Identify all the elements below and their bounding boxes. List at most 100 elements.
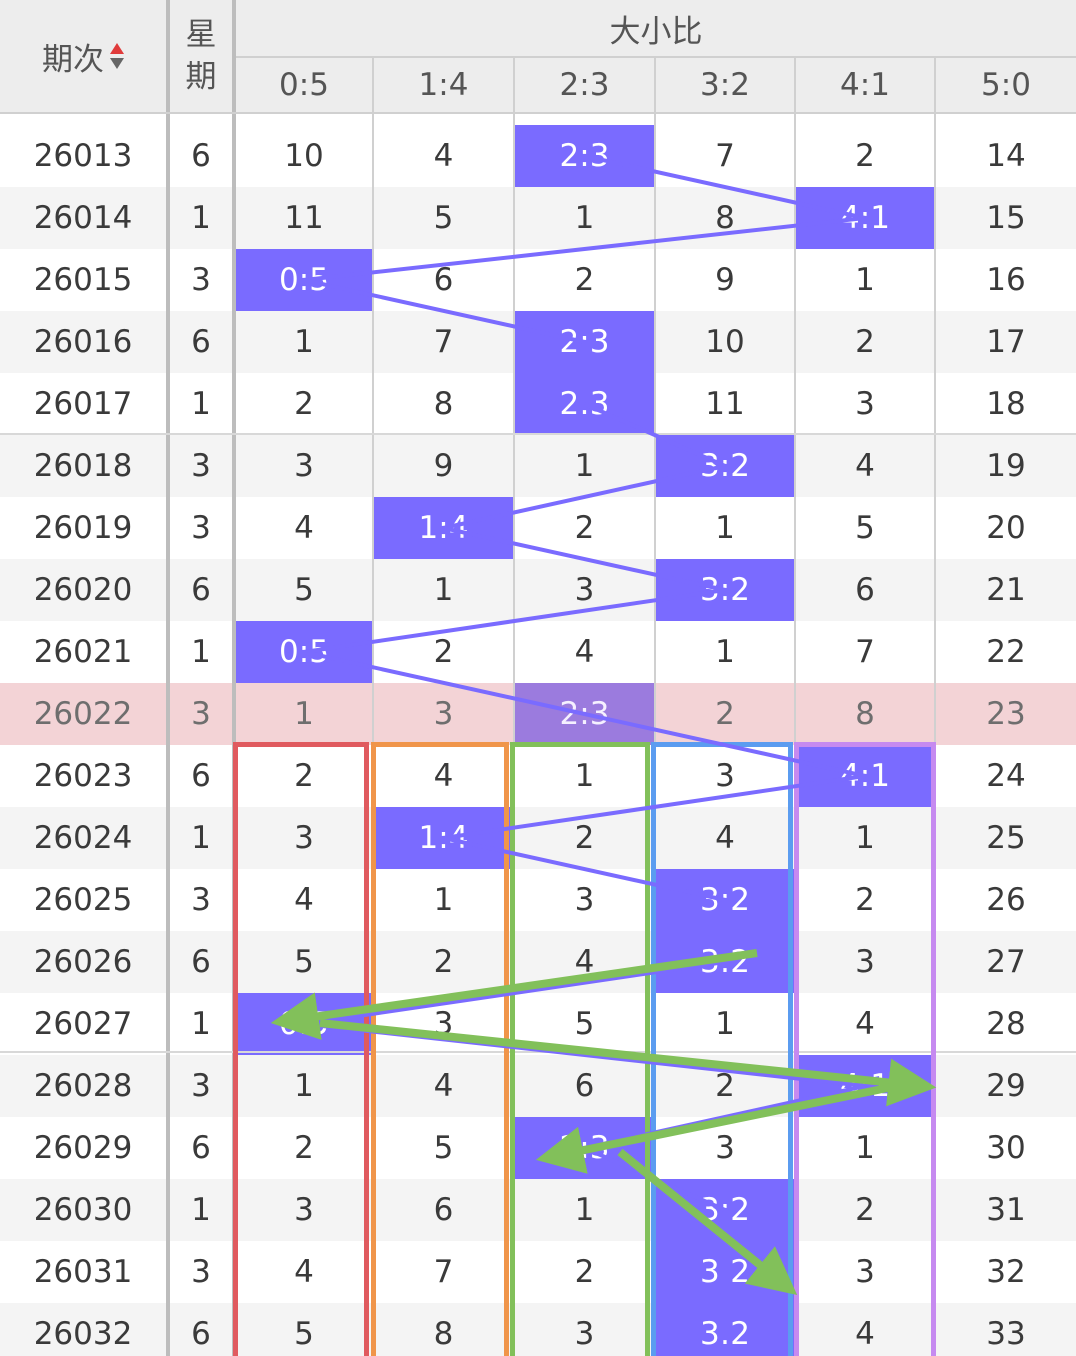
table-row[interactable]: 26016 6 1 7 2:3 10 2 17 — [0, 311, 1076, 373]
ratio-cell: 2 — [433, 634, 454, 670]
table-row[interactable]: 26020 6 5 1 3 3:2 6 21 — [0, 559, 1076, 621]
divider-line — [794, 56, 796, 1356]
weekday-cell: 3 — [191, 448, 211, 484]
ratio-cell: 23 — [986, 696, 1026, 732]
weekday-cell: 6 — [191, 138, 211, 174]
divider-line — [654, 56, 656, 1356]
ratio-group-header: 大小比 — [236, 0, 1076, 56]
ratio-header-4-1: 4:1 — [796, 58, 934, 112]
ratio-cell: 3 — [855, 1254, 875, 1290]
ratio-cell: 4 — [433, 138, 454, 174]
ratio-header-label: 5:0 — [981, 67, 1031, 103]
ratio-cell: 7 — [433, 1254, 454, 1290]
ratio-cell: 5 — [433, 1130, 454, 1166]
divider-line — [166, 0, 170, 1356]
ratio-cell: 2 — [855, 1192, 875, 1228]
period-cell: 26029 — [33, 1130, 133, 1166]
ratio-cell: 4 — [855, 1316, 875, 1352]
weekday-header: 星 期 — [170, 0, 232, 112]
ratio-mark-cell: 3:2 — [656, 435, 794, 497]
table-row[interactable]: 26018 3 3 9 1 3:2 4 19 — [0, 435, 1076, 497]
ratio-cell: 30 — [986, 1130, 1026, 1166]
table-row[interactable]: 26022 3 1 3 2:3 2 8 23 — [0, 683, 1076, 745]
column-box-0-5 — [233, 742, 369, 1356]
period-cell: 26022 — [33, 696, 133, 732]
period-cell: 26024 — [33, 820, 133, 856]
divider-line — [236, 56, 1076, 58]
divider-line — [0, 433, 1076, 435]
table-row[interactable]: 26017 1 2 8 2:3 11 3 18 — [0, 373, 1076, 435]
ratio-cell: 2 — [855, 882, 875, 918]
ratio-cell: 7 — [433, 324, 454, 360]
weekday-cell: 3 — [191, 262, 211, 298]
weekday-cell: 3 — [191, 1068, 211, 1104]
ratio-cell: 19 — [986, 448, 1026, 484]
ratio-cell: 3 — [574, 1316, 595, 1352]
period-cell: 26018 — [33, 448, 133, 484]
ratio-header-label: 2:3 — [559, 67, 610, 103]
ratio-cell: 32 — [986, 1254, 1026, 1290]
ratio-cell: 3 — [574, 572, 595, 608]
period-cell: 26017 — [33, 386, 133, 422]
ratio-cell: 6 — [433, 262, 454, 298]
period-cell: 26032 — [33, 1316, 133, 1352]
table-row[interactable]: 26032 6 5 8 3 3:2 4 33 — [0, 1303, 1076, 1356]
period-cell: 26027 — [33, 1006, 133, 1042]
ratio-cell: 33 — [986, 1316, 1026, 1352]
weekday-cell: 6 — [191, 1130, 211, 1166]
ratio-header-label: 1:4 — [418, 67, 469, 103]
ratio-mark-cell: 0:5 — [236, 249, 372, 311]
column-box-2-3 — [510, 742, 650, 1356]
weekday-cell: 3 — [191, 882, 211, 918]
ratio-cell: 8 — [433, 386, 454, 422]
ratio-cell: 2 — [855, 138, 875, 174]
ratio-cell: 22 — [986, 634, 1026, 670]
table-row[interactable]: 26014 1 11 5 1 8 4:1 15 — [0, 187, 1076, 249]
ratio-header-1-4: 1:4 — [374, 58, 513, 112]
weekday-cell: 1 — [191, 386, 211, 422]
ratio-cell: 14 — [986, 138, 1026, 174]
ratio-cell: 1 — [715, 510, 735, 546]
ratio-mark-cell: 4:1 — [796, 187, 934, 249]
sort-icon[interactable] — [110, 41, 124, 71]
weekday-cell: 6 — [191, 944, 211, 980]
divider-line — [934, 56, 936, 1356]
period-cell: 26026 — [33, 944, 133, 980]
ratio-cell: 3 — [855, 386, 875, 422]
period-cell: 26023 — [33, 758, 133, 794]
period-header[interactable]: 期次 — [0, 0, 166, 112]
table-row[interactable]: 26013 6 10 4 2:3 7 2 14 — [0, 125, 1076, 187]
period-cell: 26025 — [33, 882, 133, 918]
ratio-cell: 5 — [433, 200, 454, 236]
column-box-1-4 — [371, 742, 509, 1356]
table-row[interactable]: 26019 3 4 1:4 2 1 5 20 — [0, 497, 1076, 559]
weekday-cell: 3 — [191, 510, 211, 546]
weekday-cell: 1 — [191, 1006, 211, 1042]
period-cell: 26013 — [33, 138, 133, 174]
table-row[interactable]: 26015 3 0:5 6 2 9 1 16 — [0, 249, 1076, 311]
ratio-cell: 27 — [986, 944, 1026, 980]
divider-line — [232, 0, 236, 1356]
divider-line — [0, 112, 1076, 114]
ratio-cell: 2 — [715, 696, 735, 732]
table-row[interactable]: 26021 1 0:5 2 4 1 7 22 — [0, 621, 1076, 683]
period-cell: 26019 — [33, 510, 133, 546]
ratio-cell: 5 — [294, 1316, 314, 1352]
ratio-header-3-2: 3:2 — [656, 58, 794, 112]
ratio-cell: 21 — [986, 572, 1026, 608]
ratio-cell: 2 — [294, 386, 314, 422]
ratio-cell: 1 — [433, 572, 454, 608]
weekday-cell: 6 — [191, 1316, 211, 1352]
column-box-3-2 — [651, 742, 793, 1356]
ratio-header-label: 4:1 — [840, 67, 890, 103]
ratio-cell: 17 — [986, 324, 1026, 360]
period-header-label: 期次 — [42, 41, 104, 78]
ratio-cell: 1 — [574, 200, 595, 236]
ratio-cell: 6 — [855, 572, 875, 608]
period-cell: 26020 — [33, 572, 133, 608]
ratio-cell: 1 — [294, 696, 314, 732]
ratio-cell: 3 — [294, 448, 314, 484]
ratio-header-2-3: 2:3 — [515, 58, 654, 112]
period-cell: 26030 — [33, 1192, 133, 1228]
ratio-cell: 3 — [294, 1192, 314, 1228]
